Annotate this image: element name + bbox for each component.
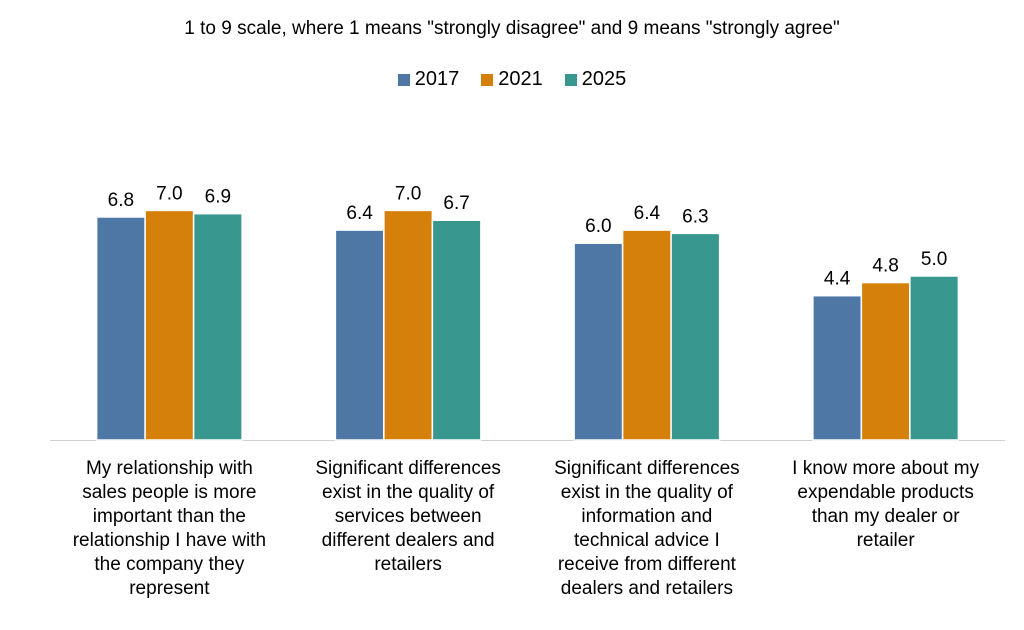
category-label: exist in the quality of xyxy=(561,482,734,503)
data-label: 6.3 xyxy=(682,206,708,227)
category-label: different dealers and xyxy=(322,530,495,551)
bar-2025 xyxy=(670,232,721,441)
category-label: I know more about my xyxy=(792,458,979,479)
category-label: Significant differences xyxy=(315,458,501,479)
legend-label: 2021 xyxy=(498,68,543,90)
bar-2025 xyxy=(909,275,960,441)
category-label: retailer xyxy=(857,530,916,551)
data-label: 7.0 xyxy=(395,183,421,204)
category-label: represent xyxy=(129,578,210,599)
category-label: sales people is more xyxy=(82,482,256,503)
bar-2025 xyxy=(192,212,243,441)
data-label: 7.0 xyxy=(156,183,182,204)
category-label: exist in the quality of xyxy=(322,482,495,503)
legend: 2017 2021 2025 xyxy=(0,68,1024,91)
category-label: the company they xyxy=(94,554,244,575)
category-label: retailers xyxy=(374,554,442,575)
category-label: technical advice I xyxy=(574,530,720,551)
legend-label: 2025 xyxy=(581,68,627,90)
bar-2017 xyxy=(812,294,863,441)
bar-2021 xyxy=(621,229,672,441)
data-label: 6.0 xyxy=(585,216,611,237)
category-label: My relationship with xyxy=(86,458,253,479)
data-label: 6.4 xyxy=(634,203,661,224)
bar-2021 xyxy=(860,281,911,441)
data-label: 6.7 xyxy=(443,193,469,214)
bar-2021 xyxy=(144,209,195,441)
data-label: 4.4 xyxy=(824,269,851,290)
data-label: 4.8 xyxy=(872,256,898,277)
legend-item-2017: 2017 xyxy=(397,68,460,91)
legend-label: 2017 xyxy=(414,68,460,90)
category-label: dealers and retailers xyxy=(561,578,733,599)
data-label: 5.0 xyxy=(921,249,947,270)
category-label: Significant differences xyxy=(554,458,740,479)
data-label: 6.9 xyxy=(205,187,231,208)
category-label: services between xyxy=(335,506,482,527)
category-label: relationship I have with xyxy=(73,530,266,551)
category-label: important than the xyxy=(93,506,246,527)
data-label: 6.8 xyxy=(108,190,134,211)
bar-2025 xyxy=(431,219,482,441)
category-label: than my dealer or xyxy=(812,506,961,527)
bar-2017 xyxy=(95,216,146,441)
legend-item-2021: 2021 xyxy=(481,68,543,91)
legend-swatch xyxy=(481,73,494,86)
legend-swatch xyxy=(564,73,577,86)
bar-2017 xyxy=(573,242,624,441)
category-label: expendable products xyxy=(797,482,973,503)
category-label: information and xyxy=(581,506,712,527)
chart-title: 1 to 9 scale, where 1 means "strongly di… xyxy=(184,18,840,39)
category-label: receive from different xyxy=(558,554,737,575)
legend-item-2025: 2025 xyxy=(564,68,627,91)
data-label: 6.4 xyxy=(346,203,373,224)
legend-swatch xyxy=(397,73,410,86)
bar-2017 xyxy=(334,229,385,441)
bar-2021 xyxy=(383,209,434,441)
